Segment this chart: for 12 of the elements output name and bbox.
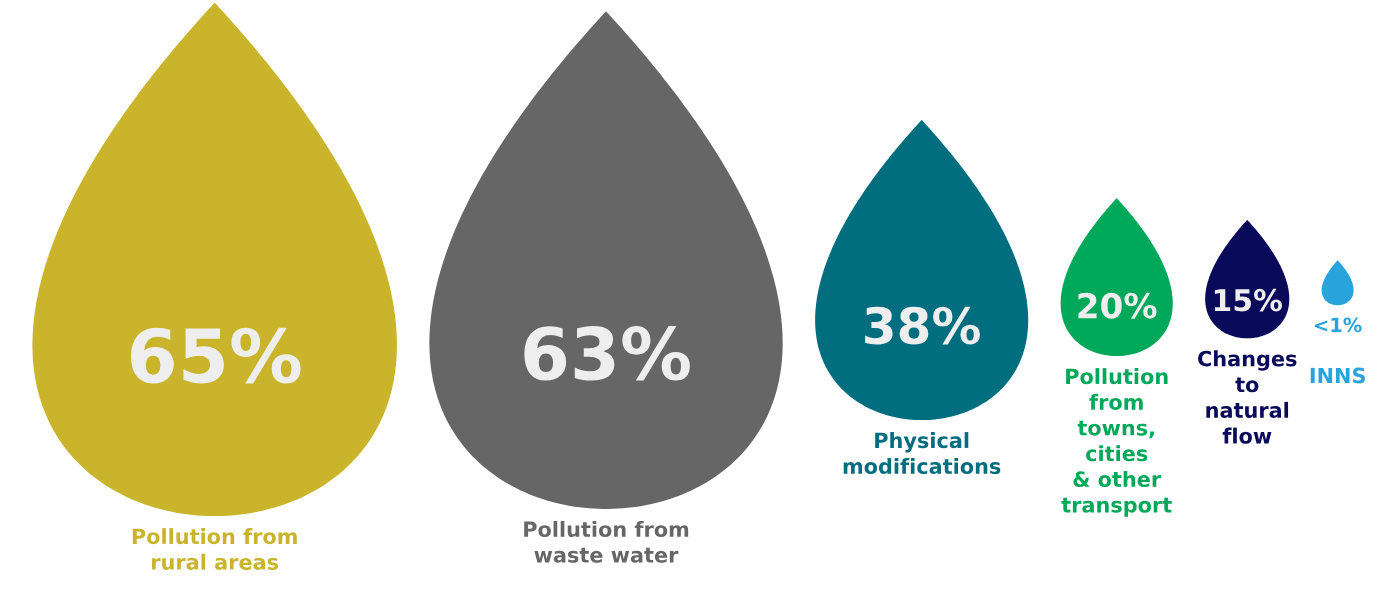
category-label: Physical modifications bbox=[843, 432, 1001, 475]
data-label: 20% bbox=[1078, 292, 1157, 319]
data-label: 65% bbox=[131, 327, 301, 384]
data-label: <1% bbox=[1315, 317, 1362, 333]
category-label: Changes to natural flow bbox=[1198, 350, 1297, 444]
category-label: Pollution from towns, cities & other transport bbox=[1061, 368, 1172, 517]
category-label: INNS bbox=[1310, 367, 1365, 384]
data-label: 15% bbox=[1214, 288, 1282, 312]
category-label: Pollution from waste water bbox=[524, 520, 689, 563]
category-label: Pollution from rural areas bbox=[132, 528, 297, 570]
data-label: 63% bbox=[524, 326, 690, 381]
data-label: 38% bbox=[865, 306, 980, 345]
